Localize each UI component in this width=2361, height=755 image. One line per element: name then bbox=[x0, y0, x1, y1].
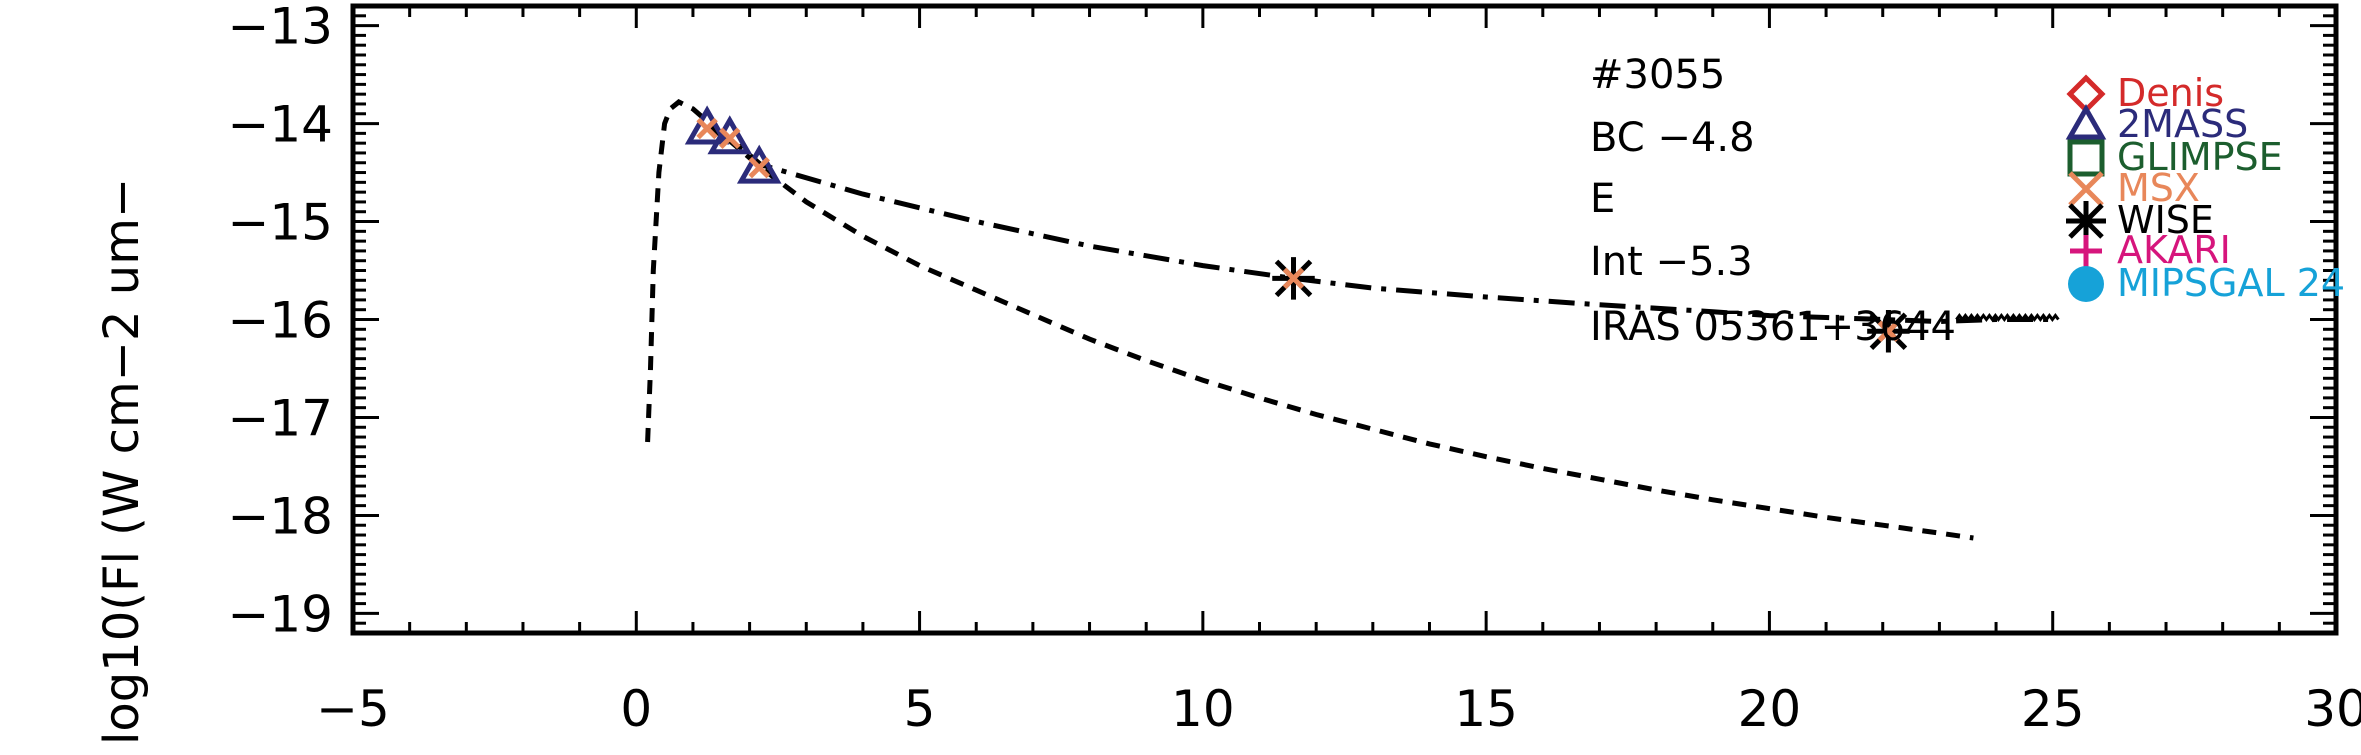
x-tick-label: 25 bbox=[2021, 680, 2085, 738]
msx-marker bbox=[748, 156, 770, 179]
y-tick-label: −19 bbox=[227, 585, 333, 643]
series-tail-squiggle bbox=[1955, 313, 2060, 322]
y-tick-label: −17 bbox=[227, 389, 333, 447]
legend-marker-2mass bbox=[2065, 103, 2107, 140]
2mass-marker bbox=[707, 115, 753, 155]
x-tick-label: 0 bbox=[620, 680, 652, 738]
2mass-marker bbox=[736, 144, 782, 184]
msx-marker bbox=[1282, 267, 1305, 290]
msx-marker bbox=[696, 117, 718, 140]
legend-label-2mass: 2MASS bbox=[2117, 102, 2248, 146]
annotation-text: IRAS 05361+3644 bbox=[1590, 304, 1956, 350]
y-axis-title: log10(Fl (W cm−2 um− bbox=[94, 178, 150, 745]
legend-marker-mipsgal-24 bbox=[2068, 266, 2104, 302]
legend-marker-wise bbox=[2066, 201, 2106, 241]
legend-label-glimpse: GLIMPSE bbox=[2117, 135, 2283, 179]
legend-label-mipsgal-24: MIPSGAL 24 bbox=[2117, 261, 2345, 305]
x-tick-label: 10 bbox=[1171, 680, 1235, 738]
annotation-text: #3055 bbox=[1590, 52, 1725, 98]
x-tick-label: −5 bbox=[316, 680, 390, 738]
legend-marker-akari bbox=[2070, 235, 2102, 267]
x-tick-label: 5 bbox=[904, 680, 936, 738]
annotation-text: E bbox=[1590, 176, 1615, 222]
x-tick-label: 15 bbox=[1454, 680, 1518, 738]
legend-marker-glimpse bbox=[2067, 139, 2105, 177]
legend-label-akari: AKARI bbox=[2117, 228, 2231, 272]
series-line-dash-dot bbox=[706, 126, 2053, 325]
annotation-text: BC −4.8 bbox=[1590, 115, 1755, 161]
legend-label-wise: WISE bbox=[2117, 198, 2214, 242]
legend-label-denis: Denis bbox=[2117, 71, 2224, 115]
series-line-dashed bbox=[645, 99, 1974, 541]
y-tick-label: −14 bbox=[227, 96, 333, 154]
x-tick-label: 20 bbox=[1738, 680, 1802, 738]
legend-label-msx: MSX bbox=[2117, 166, 2200, 210]
msx-marker bbox=[1877, 320, 1900, 343]
y-tick-label: −15 bbox=[227, 194, 333, 252]
y-tick-label: −18 bbox=[227, 487, 333, 545]
y-tick-label: −13 bbox=[227, 0, 333, 56]
msx-marker bbox=[719, 127, 741, 150]
y-tick-label: −16 bbox=[227, 292, 333, 350]
annotation-text: Int −5.3 bbox=[1590, 239, 1753, 285]
2mass-marker bbox=[684, 105, 730, 145]
legend-marker-msx bbox=[2068, 171, 2104, 207]
x-tick-label: 30 bbox=[2304, 680, 2361, 738]
